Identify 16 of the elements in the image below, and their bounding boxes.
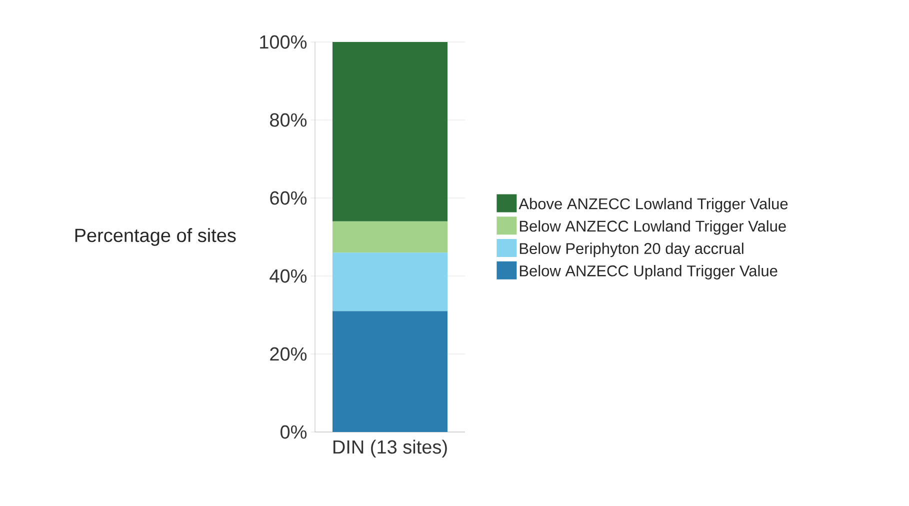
bar xyxy=(332,311,448,432)
legend-label: Above ANZECC Lowland Trigger Value xyxy=(518,198,788,212)
legend-label: Below ANZECC Lowland Trigger Value xyxy=(520,220,786,235)
bar xyxy=(332,221,448,253)
x-tick-label: DIN (13 sites) xyxy=(333,440,447,458)
y-tick-label: 100% xyxy=(260,35,307,49)
bar xyxy=(332,42,448,222)
legend-label: Below Periphyton 20 day accrual xyxy=(520,242,744,258)
y-tick-label: 0% xyxy=(280,425,307,439)
y-tick-label: 80% xyxy=(270,113,307,127)
y-tick-label: 20% xyxy=(270,347,307,361)
y-axis-title: Percentage of sites xyxy=(75,228,236,246)
y-tick-label: 40% xyxy=(270,269,307,283)
legend-label: Below ANZECC Upland Trigger Value xyxy=(520,264,778,280)
bar xyxy=(332,252,448,312)
y-tick-label: 60% xyxy=(270,191,307,205)
